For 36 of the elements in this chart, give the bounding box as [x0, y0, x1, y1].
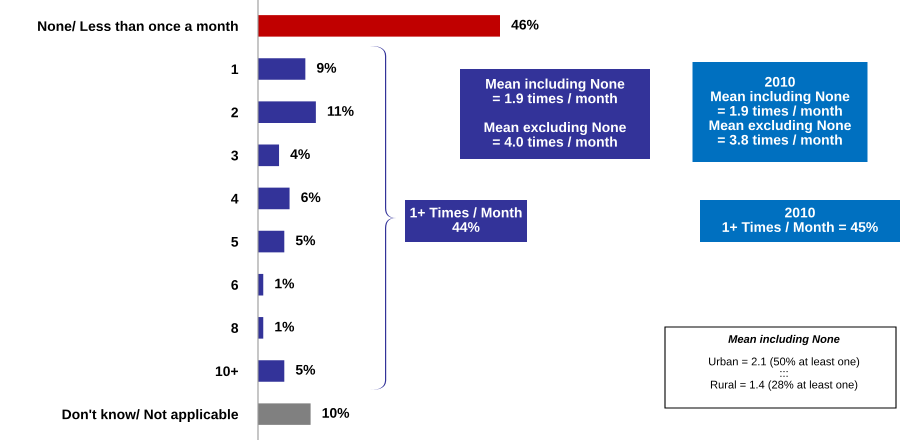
- data-label: 9%: [316, 62, 336, 73]
- y-tick-label: 3: [231, 150, 238, 160]
- bar: [258, 144, 280, 166]
- bar: [258, 403, 311, 425]
- y-tick-label: 5: [231, 237, 238, 247]
- data-label: 4%: [290, 149, 310, 159]
- bar: [258, 274, 264, 296]
- annotation: 1+ Times / Month 44%: [410, 207, 522, 232]
- bar: [258, 188, 290, 210]
- bar: [258, 58, 306, 80]
- text: Mean including None: [728, 334, 840, 346]
- bar: [258, 15, 500, 37]
- text: 2010 Mean including None = 1.9 times / month Mean excluding None = 3.8 times / month: [710, 76, 851, 145]
- data-label: 1%: [275, 322, 294, 332]
- data-label: 46%: [511, 20, 539, 30]
- data-label: 11%: [328, 106, 354, 116]
- data-label: 5%: [296, 235, 316, 246]
- y-tick-label: 6: [231, 280, 238, 290]
- y-tick-label: Don't know/ Not applicable: [62, 409, 238, 422]
- y-tick-label: 2: [231, 107, 238, 118]
- data-label: 6%: [301, 192, 320, 202]
- y-tick-label: 4: [231, 194, 238, 204]
- bar: [258, 230, 284, 252]
- y-tick-label: 8: [231, 323, 238, 334]
- y-tick-label: 10+: [216, 366, 238, 376]
- y-tick-label: 1: [232, 64, 238, 74]
- bar: [258, 101, 316, 123]
- y-tick-label: None/ Less than once a month: [38, 20, 238, 32]
- data-label: 1%: [275, 278, 294, 288]
- data-label: 5%: [296, 364, 316, 375]
- bar: [258, 360, 284, 382]
- text: 2010 1+ Times / Month = 45%: [722, 208, 878, 232]
- text: Urban = 2.1 (50% at least one) ::: Rural = 1.4 (28% at least one): [709, 357, 860, 391]
- data-label: 10%: [322, 408, 350, 418]
- text: Mean including None = 1.9 times / month Mean excluding None = 4.0 times / month: [484, 78, 626, 147]
- bar: [258, 317, 264, 339]
